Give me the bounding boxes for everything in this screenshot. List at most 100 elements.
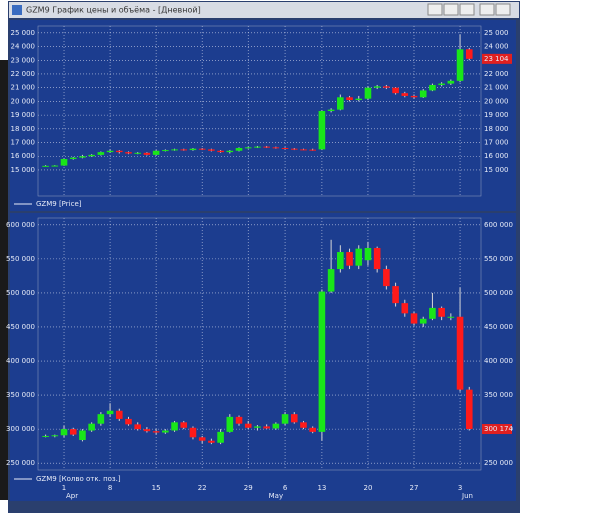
x-tick-label: 27 [410,484,419,492]
candle-body [235,148,243,151]
candle-body [327,269,335,292]
candle-body [272,423,280,429]
y-tick-label-right: 600 000 [484,221,513,229]
candle-body [88,423,95,431]
y-tick-label: 550 000 [6,255,35,263]
candle-body [263,426,270,429]
candle-body [79,430,86,441]
y-tick-label-right: 350 000 [484,391,513,399]
candle-body [69,429,77,435]
month-label: Apr [66,492,78,500]
candle-body [447,80,455,84]
y-tick-label: 450 000 [6,323,35,331]
candle-body [281,414,289,424]
x-tick-label: 15 [152,484,161,492]
minimize-button[interactable] [427,3,443,16]
candle-body [226,416,234,432]
plot-area [37,25,482,197]
y-tick-label: 300 000 [6,425,35,433]
candle-body [373,86,381,88]
candle-body [162,150,169,152]
y-tick-label: 19 000 [11,111,36,119]
candle-body [272,147,280,149]
window-icon [12,5,22,15]
candle-body [373,247,381,270]
candle-body [60,429,68,436]
candle-body [281,148,289,150]
candle-body [69,157,77,159]
candle-body [392,286,399,304]
x-tick-label: 3 [458,484,462,492]
close-button[interactable] [495,3,511,16]
y-tick-label-right: 400 000 [484,357,513,365]
candle-body [79,156,86,158]
month-label: Jun [461,492,473,500]
legend-label: GZM9 [Price] [36,200,82,208]
candle-body [309,427,316,432]
y-tick-label-right: 17 000 [484,139,509,147]
candle-body [429,307,436,319]
candle-body [318,111,326,150]
candle-body [208,149,215,151]
y-tick-label: 18 000 [11,125,36,133]
candle-body [143,152,151,155]
y-tick-label: 16 000 [11,152,36,160]
restore-button[interactable] [479,3,495,16]
month-label: May [269,492,283,500]
y-tick-label: 22 000 [11,70,36,78]
candle-body [217,150,224,153]
x-tick-label: 1 [62,484,66,492]
y-tick-label-right: 16 000 [484,152,509,160]
candle-body [419,90,427,98]
candle-body [115,410,123,419]
y-tick-label: 17 000 [11,139,36,147]
candle-body [401,93,409,96]
candle-body [152,150,160,155]
y-tick-label: 23 000 [11,56,36,64]
candle-body [106,150,114,153]
candle-body [419,318,427,324]
candle-body [244,147,252,149]
candle-body [125,152,132,154]
x-tick-label: 8 [108,484,112,492]
close-button[interactable] [459,3,475,16]
maximize-button[interactable] [443,3,459,16]
y-tick-label-right: 550 000 [484,255,513,263]
volume-panel [10,213,516,501]
y-tick-label: 15 000 [11,166,36,174]
candle-body [465,49,473,59]
x-tick-label: 6 [283,484,288,492]
last-value-box [482,424,512,435]
x-tick-label: 22 [198,484,207,492]
candle-body [410,95,418,98]
candle-body [300,422,307,428]
candle-body [152,431,160,433]
y-tick-label-right: 20 000 [484,97,509,105]
candle-body [346,97,353,101]
candle-body [51,435,59,437]
window-title: GZM9 График цены и объёма - [Дневной] [26,6,201,15]
candle-body [263,146,270,148]
candle-body [383,269,390,287]
y-tick-label-right: 22 000 [484,70,509,78]
candle-body [355,248,363,266]
y-tick-label: 21 000 [11,84,36,92]
candle-body [51,165,59,167]
candle-body [125,418,132,425]
candle-body [383,86,390,88]
y-tick-label: 350 000 [6,391,35,399]
background-window [0,60,8,500]
y-tick-label-right: 24 000 [484,43,509,51]
y-tick-label: 600 000 [6,221,35,229]
x-tick-label: 13 [317,484,326,492]
candle-body [235,416,243,424]
candle-body [364,247,372,261]
candle-body [456,316,464,390]
candle-body [392,87,399,94]
y-tick-label: 400 000 [6,357,35,365]
candle-body [106,410,114,415]
candle-body [254,426,261,428]
y-tick-label-right: 15 000 [484,166,509,174]
y-tick-label-right: 450 000 [484,323,513,331]
